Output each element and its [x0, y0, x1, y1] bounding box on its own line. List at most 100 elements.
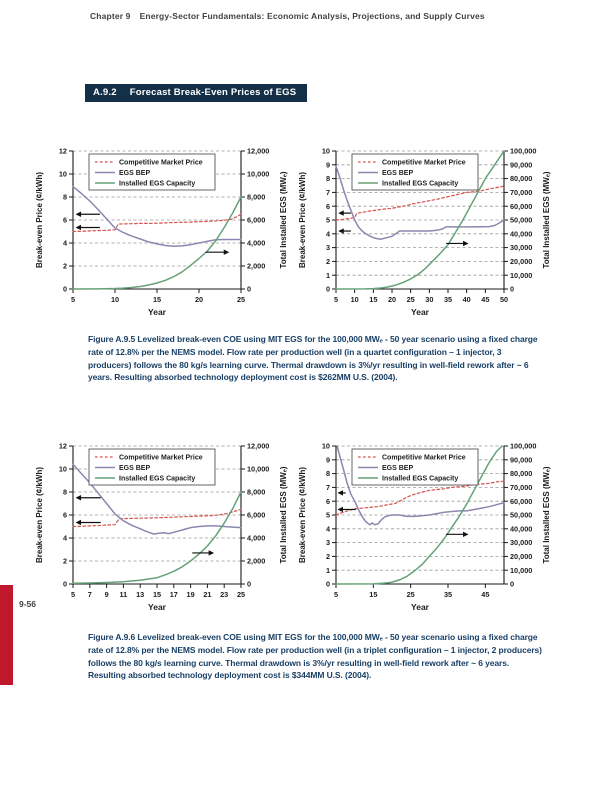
svg-text:30,000: 30,000: [510, 538, 532, 547]
svg-text:6,000: 6,000: [247, 511, 265, 520]
svg-text:5: 5: [334, 590, 338, 599]
svg-text:9: 9: [326, 160, 330, 169]
svg-text:5: 5: [71, 295, 75, 304]
svg-text:5: 5: [71, 590, 75, 599]
section-title: Forecast Break-Even Prices of EGS: [129, 87, 297, 98]
chart-fig-a96-25yr: 0 2 4 6 8 10 12 0 2,000 4,000 6,000 8,000 10,000 12,0…: [33, 436, 295, 628]
chart-legend: Competitive Market Price EGS BEP Installed…: [351, 153, 479, 191]
svg-text:8: 8: [326, 469, 330, 478]
svg-text:5: 5: [326, 216, 330, 225]
svg-text:100,000: 100,000: [510, 147, 536, 156]
series-installed-egs-capacity: [72, 196, 242, 290]
svg-text:25: 25: [407, 295, 415, 304]
svg-text:4,000: 4,000: [247, 534, 265, 543]
svg-text:8: 8: [63, 488, 67, 497]
svg-text:40,000: 40,000: [510, 524, 532, 533]
axis-reference-arrow: [337, 506, 356, 513]
svg-text:80,000: 80,000: [510, 174, 532, 183]
chapter-title: Energy-Sector Fundamentals: Economic Ana…: [139, 11, 485, 21]
svg-text:9: 9: [326, 455, 330, 464]
svg-text:Installed EGS Capacity: Installed EGS Capacity: [382, 181, 458, 188]
svg-text:20,000: 20,000: [510, 552, 532, 561]
svg-text:7: 7: [326, 188, 330, 197]
svg-text:30: 30: [425, 295, 433, 304]
svg-text:12: 12: [59, 442, 67, 451]
svg-text:35: 35: [444, 590, 452, 599]
svg-text:90,000: 90,000: [510, 160, 532, 169]
svg-text:10: 10: [111, 295, 119, 304]
svg-text:2: 2: [326, 552, 330, 561]
svg-text:4: 4: [63, 239, 68, 248]
svg-text:Installed EGS Capacity: Installed EGS Capacity: [382, 476, 458, 483]
svg-text:0: 0: [510, 580, 514, 589]
series-egs-bep: [336, 445, 505, 526]
svg-text:13: 13: [136, 590, 144, 599]
svg-text:50,000: 50,000: [510, 216, 532, 225]
y2-axis-label: Total Installed EGS (MWₑ): [279, 171, 288, 268]
figure-a96-caption: Figure A.9.6 Levelized break-even COE us…: [88, 632, 542, 681]
svg-text:23: 23: [220, 590, 228, 599]
axis-reference-arrow: [192, 550, 215, 556]
series-egs-bep: [72, 463, 242, 535]
series-egs-bep: [335, 165, 505, 241]
chart-legend: Competitive Market Price EGS BEP Installed…: [88, 448, 216, 486]
chart-fig-a95-50yr: 0 1 2 3 4 5 6 7 8 9 10 0 10,000 20,000 30,000 40,000 50,…: [296, 141, 558, 333]
axis-reference-arrow: [337, 490, 346, 496]
svg-text:0: 0: [63, 580, 67, 589]
y-axis-label: Break-even Price (¢/kWh): [298, 467, 307, 563]
svg-text:12: 12: [59, 147, 67, 156]
svg-text:2,000: 2,000: [247, 557, 265, 566]
svg-text:4: 4: [63, 534, 68, 543]
svg-text:10: 10: [59, 465, 67, 474]
page-number: 9-56: [19, 599, 37, 609]
svg-text:4: 4: [326, 524, 331, 533]
svg-text:EGS BEP: EGS BEP: [382, 170, 413, 177]
series-competitive-market-price: [335, 480, 505, 516]
svg-text:60,000: 60,000: [510, 497, 532, 506]
svg-text:25: 25: [237, 590, 245, 599]
svg-text:0: 0: [247, 285, 251, 294]
y2-axis-label: Total Installed EGS (MWₑ): [279, 466, 288, 563]
svg-text:70,000: 70,000: [510, 188, 532, 197]
svg-text:10: 10: [59, 170, 67, 179]
y-axis-label: Break-even Price (¢/kWh): [35, 467, 44, 563]
svg-text:15: 15: [153, 295, 161, 304]
svg-text:40,000: 40,000: [510, 229, 532, 238]
svg-text:11: 11: [120, 590, 128, 599]
axis-reference-arrow: [338, 228, 351, 234]
svg-text:0: 0: [326, 580, 330, 589]
x-axis-label: Year: [411, 307, 430, 317]
svg-text:4,000: 4,000: [247, 239, 265, 248]
svg-text:Competitive Market Price: Competitive Market Price: [382, 455, 466, 462]
svg-text:6: 6: [63, 511, 67, 520]
svg-text:0: 0: [63, 285, 67, 294]
svg-text:80,000: 80,000: [510, 469, 532, 478]
svg-text:19: 19: [187, 590, 195, 599]
svg-text:15: 15: [153, 590, 161, 599]
axis-reference-arrow: [338, 210, 351, 216]
svg-text:35: 35: [444, 295, 452, 304]
svg-text:10: 10: [322, 442, 330, 451]
svg-text:20,000: 20,000: [510, 257, 532, 266]
svg-text:1: 1: [326, 566, 330, 575]
y2-axis-label: Total Installed EGS (MWₑ): [542, 466, 551, 563]
svg-text:8: 8: [326, 174, 330, 183]
svg-text:60,000: 60,000: [510, 202, 532, 211]
chart-canvas: 012345678910010,00020,00030,00040,00050,…: [298, 442, 551, 612]
svg-text:9: 9: [105, 590, 109, 599]
svg-text:Competitive Market Price: Competitive Market Price: [382, 160, 466, 167]
svg-text:10: 10: [322, 147, 330, 156]
svg-text:3: 3: [326, 538, 330, 547]
svg-text:25: 25: [407, 590, 415, 599]
chart-legend: Competitive Market Price EGS BEP Installed…: [88, 153, 216, 191]
svg-text:50,000: 50,000: [510, 511, 532, 520]
chart-canvas: 0 2 4 6 8 10 12 0 2,000 4,000 6,000 8,000 10,000 12,0…: [35, 442, 288, 612]
series-competitive-market-price: [72, 213, 242, 233]
svg-text:40: 40: [463, 295, 471, 304]
svg-text:21: 21: [203, 590, 211, 599]
series-installed-egs-capacity: [335, 445, 503, 585]
axis-reference-arrow: [75, 224, 100, 231]
series-competitive-market-price: [72, 508, 242, 528]
y-axis-label: Break-even Price (¢/kWh): [298, 172, 307, 268]
